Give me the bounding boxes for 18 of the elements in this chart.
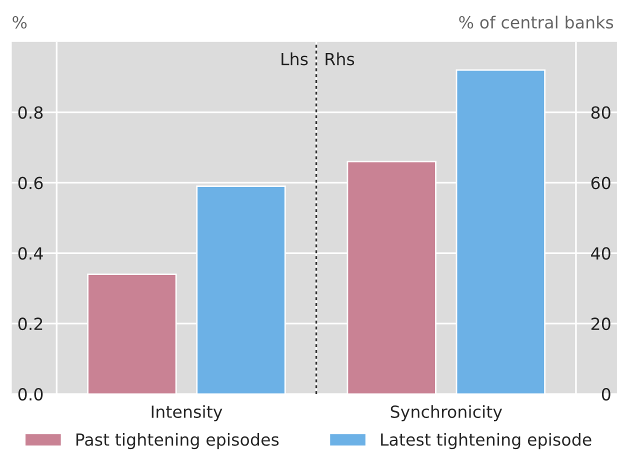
y-tick-label: 0.8 — [18, 106, 43, 119]
y2-axis-title: % of central banks — [459, 16, 614, 29]
y2-tick-label: 60 — [591, 176, 610, 190]
legend-label: Past tightening episodes — [76, 432, 279, 450]
annotation: Lhs — [282, 52, 308, 66]
y2-tick-label: 80 — [591, 106, 610, 119]
legend-label: Latest tightening episode — [381, 432, 592, 450]
y-tick-label: 0.6 — [18, 176, 43, 190]
x-tick-label: Intensity — [152, 405, 222, 422]
y2-tick-label: 0 — [602, 388, 610, 401]
y-tick-label: 0.0 — [18, 388, 43, 401]
y2-tick-label: 40 — [591, 247, 610, 260]
y2-tick-label: 20 — [591, 318, 610, 330]
annotation: Rhs — [326, 52, 354, 66]
y-tick-label: 0.4 — [18, 247, 43, 260]
y-axis-title: % — [12, 16, 27, 29]
x-tick-label: Synchronicity — [390, 405, 502, 422]
y-tick-label: 0.2 — [18, 318, 42, 330]
